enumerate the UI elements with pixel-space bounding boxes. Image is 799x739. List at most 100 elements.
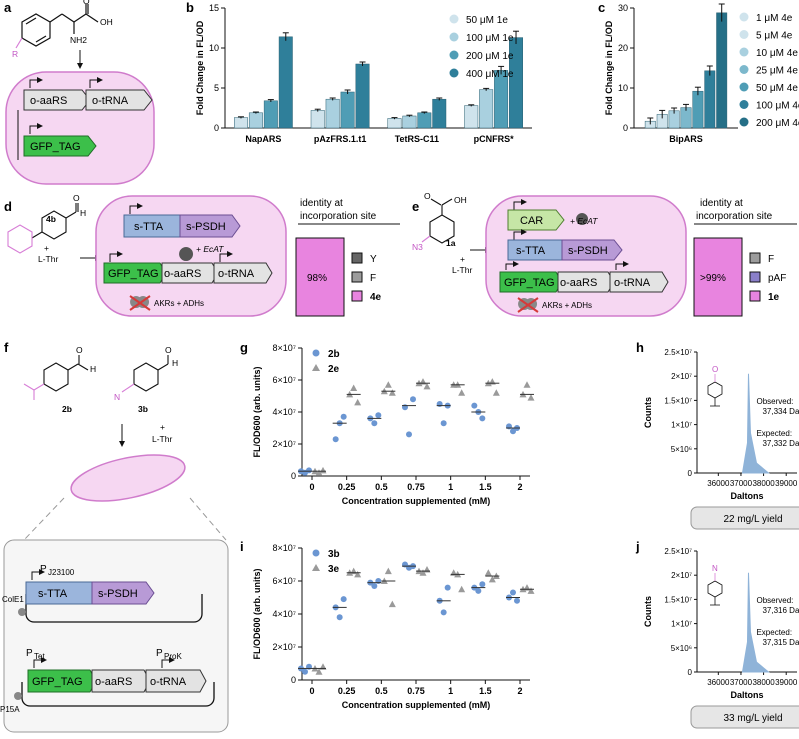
legend-label: 25 μM 4e	[756, 66, 798, 77]
y-axis-label: FL/OD600 (arb. units)	[252, 366, 262, 457]
bar	[340, 91, 355, 129]
y-tick-label: 1×10⁷	[671, 421, 692, 430]
legend-marker	[449, 50, 459, 60]
data-point	[523, 381, 531, 388]
category-label: pAzFRS.1.t1	[314, 134, 367, 144]
legend-label: pAF	[768, 273, 786, 284]
x-axis-label: Concentration supplemented (mM)	[342, 496, 491, 506]
x-axis-label: Daltons	[730, 491, 763, 501]
s-psdh-gene	[179, 214, 241, 238]
x-tick-label: 0.25	[338, 482, 356, 492]
gene-label: o-tRNA	[218, 268, 255, 280]
chart-i: 0 2×10⁷ 4×10⁷ 6×10⁷ 8×10⁷ FL/OD600 (arb. unit…	[252, 543, 535, 710]
ecat-text: + EcAT	[570, 216, 598, 226]
legend-swatch	[749, 271, 761, 283]
y-tick-label: 30	[618, 3, 628, 13]
acetyl-benzaldehyde-structure	[23, 355, 89, 400]
observed-label: Observed:	[756, 596, 793, 605]
y-tick-label: 5	[214, 83, 219, 93]
gene-label: GFP_TAG	[32, 676, 83, 688]
panel-j: j 0 5×10⁶ 1×10⁷ 1.5×10⁷ 2×10⁷ 2.5×10⁷ Counts 36…	[635, 539, 799, 729]
x-tick-label: 39000	[775, 678, 798, 687]
mass-spec-h: 0 5×10⁶ 1×10⁷ 1.5×10⁷ 2×10⁷ 2.5×10⁷ Counts 3600…	[643, 348, 799, 530]
knockout-icon	[129, 295, 151, 311]
aldehyde-h-text: H	[80, 208, 86, 218]
y-tick-label: 8×10⁷	[272, 343, 296, 353]
expected-label: Expected:	[756, 429, 792, 438]
bar	[417, 112, 432, 129]
promoter-text: P	[26, 648, 33, 659]
data-point	[350, 384, 358, 391]
y-tick-label: 0	[623, 123, 628, 133]
data-point	[410, 396, 416, 403]
identity-bar	[693, 237, 743, 317]
y-tick-label: 1.5×10⁷	[664, 595, 692, 604]
gene-label: s-TTA	[134, 221, 164, 233]
identity-title: identity at	[300, 198, 343, 209]
gene-label: s-TTA	[516, 245, 546, 257]
o-tRNA-gene	[609, 271, 669, 293]
bar	[464, 105, 479, 129]
data-point	[384, 381, 392, 388]
x-tick-label: 36000	[707, 678, 730, 687]
gene-label: s-PSDH	[98, 588, 138, 600]
yield-text: 33 mg/L yield	[723, 713, 782, 724]
ecat-enzyme-icon	[576, 213, 589, 225]
legend-label: 4e	[370, 292, 382, 303]
y-tick-label: 0	[291, 471, 296, 481]
data-point	[388, 389, 396, 396]
chart-b: 0 5 10 15 Fold Change in FL/OD NapARS pAzFRS.1…	[195, 3, 532, 144]
y-tick-label: 15	[209, 3, 219, 13]
origin-marker	[14, 692, 22, 700]
mass-spec-j: 0 5×10⁶ 1×10⁷ 1.5×10⁷ 2×10⁷ 2.5×10⁷ Counts 3600…	[643, 547, 799, 729]
yield-badge	[690, 506, 799, 530]
legend-label: 50 μM 4e	[756, 83, 798, 94]
data-point	[527, 394, 535, 401]
observed-value: 37,316 Da	[762, 606, 799, 615]
observed-label: Observed:	[756, 397, 793, 406]
thr-text: L-Thr	[152, 434, 172, 444]
data-point	[375, 412, 382, 419]
data-point	[475, 587, 482, 594]
gene-label: s-TTA	[38, 588, 68, 600]
y-tick-label: 2×10⁷	[272, 439, 296, 449]
bar	[479, 89, 494, 129]
legend-marker	[739, 100, 749, 109]
compound-3b-label: 3b	[138, 404, 148, 414]
gene-label: s-PSDH	[186, 221, 226, 233]
legend-marker	[312, 349, 320, 357]
substituent-text: N	[712, 564, 718, 573]
x-tick-label: 1.5	[479, 482, 492, 492]
data-point	[458, 389, 466, 396]
x-axis-label: Daltons	[730, 690, 763, 700]
data-point	[527, 587, 535, 594]
bar	[432, 98, 447, 129]
expected-value: 37,315 Da	[762, 638, 799, 647]
bar	[387, 118, 402, 129]
bar	[704, 70, 716, 129]
x-tick-label: 0.5	[375, 482, 388, 492]
legend-swatch	[351, 290, 363, 302]
legend-label: 10 μM 4e	[756, 48, 798, 59]
panel-e: e OH O N3 1a + L-Thr CAR + EcAT s-TTA s-…	[412, 191, 797, 317]
cyano-benzaldehyde-structure	[121, 355, 169, 393]
data-point	[336, 614, 343, 621]
data-point	[315, 668, 323, 675]
y-tick-label: 2×10⁷	[671, 372, 692, 381]
data-point	[479, 415, 486, 422]
amine-text: NH2	[70, 35, 87, 45]
spectrum-peak	[741, 373, 770, 474]
x-tick-label: 2	[517, 686, 522, 696]
data-point	[471, 402, 478, 409]
x-tick-label: 37000	[730, 479, 753, 488]
identity-value: 98%	[307, 273, 327, 284]
y-tick-label: 2.5×10⁷	[664, 547, 692, 556]
observed-value: 37,334 Da	[762, 407, 799, 416]
substituent-text: O	[712, 365, 718, 374]
carbonyl-o-text: O	[83, 0, 90, 6]
x-tick-label: 1	[448, 482, 453, 492]
bar	[692, 90, 704, 129]
bar	[248, 112, 263, 129]
data-point	[492, 389, 500, 396]
aldehyde-o-text: O	[76, 345, 83, 355]
